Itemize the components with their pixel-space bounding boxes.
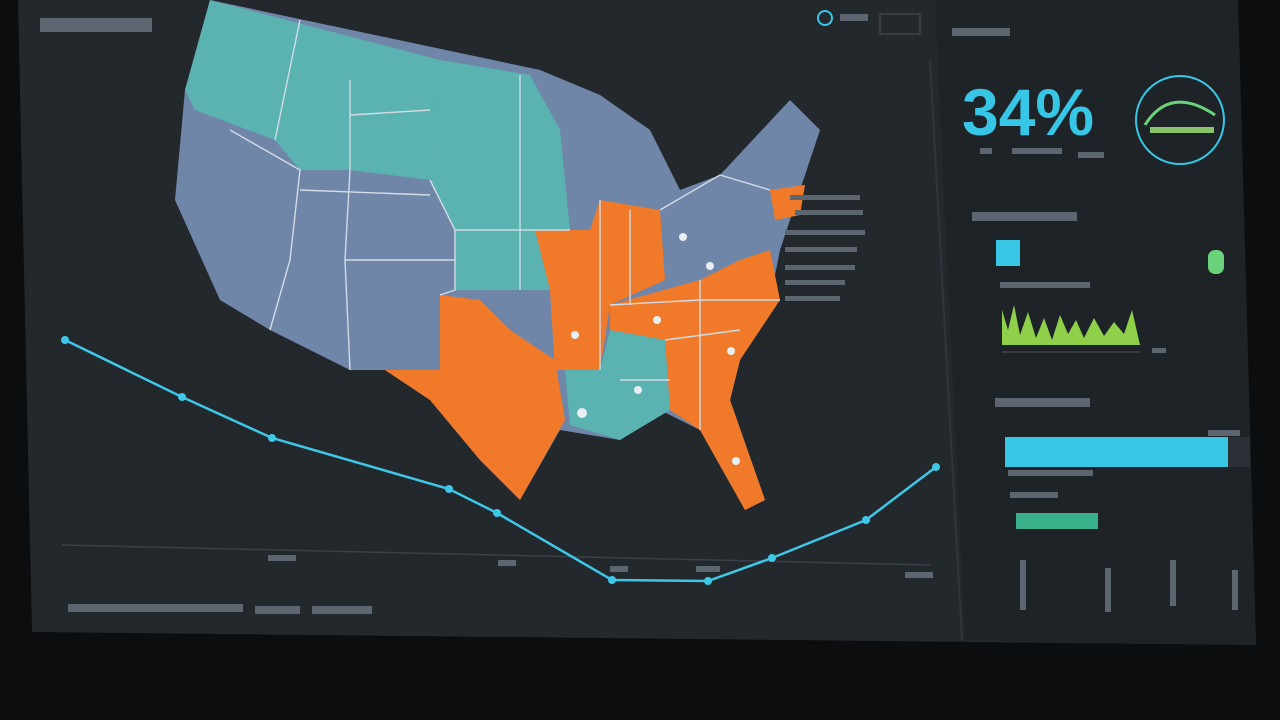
decoration [634, 386, 642, 394]
decoration [1232, 570, 1238, 610]
progress-bar [1005, 437, 1228, 467]
decoration [610, 566, 628, 572]
decoration [274, 19, 301, 141]
decoration [1078, 152, 1104, 158]
decoration [1105, 568, 1111, 612]
decoration [795, 210, 863, 215]
decoration [1010, 492, 1058, 498]
states-southeast [610, 250, 780, 510]
decoration [571, 331, 579, 339]
line [64, 338, 937, 583]
label-placeholder [840, 14, 868, 21]
decoration [178, 393, 186, 401]
decoration [732, 457, 740, 465]
divider [929, 59, 963, 641]
decoration [498, 560, 516, 566]
states-gulf [565, 330, 670, 440]
line-points [61, 336, 940, 585]
decoration [980, 148, 992, 154]
title-placeholder [40, 18, 152, 32]
label-placeholder [952, 28, 1010, 36]
decoration [1000, 282, 1090, 288]
decoration [696, 566, 720, 572]
decoration [1020, 560, 1238, 612]
decoration [653, 316, 661, 324]
decoration [664, 329, 741, 341]
decoration [1152, 348, 1166, 353]
decoration [785, 230, 865, 235]
decoration [1012, 148, 1062, 154]
decoration [785, 265, 855, 270]
sparkbars [1002, 305, 1140, 345]
activity-panel [972, 212, 1224, 353]
progress-panel [995, 398, 1250, 612]
decoration [493, 509, 501, 517]
kpi-panel: 34% [962, 75, 1225, 165]
decoration [1208, 250, 1224, 274]
trend-line [61, 336, 940, 614]
decoration [995, 398, 1090, 407]
state-borders [229, 19, 780, 430]
button[interactable] [879, 13, 921, 35]
map-markers [571, 233, 740, 465]
decoration [704, 577, 712, 585]
header-text [40, 10, 1010, 36]
gauge-arc [1143, 100, 1216, 126]
decoration [1016, 513, 1098, 529]
icon [817, 10, 833, 26]
decoration [608, 576, 616, 584]
decoration [268, 434, 276, 442]
decoration [577, 408, 587, 418]
axis-label-placeholders [68, 555, 933, 614]
states-northwest [185, 0, 440, 180]
decoration [972, 212, 1077, 221]
decoration [785, 296, 840, 301]
decoration [996, 240, 1020, 266]
kpi-value: 34% [962, 75, 1094, 149]
state-texas [385, 295, 565, 500]
decoration [255, 606, 300, 614]
decoration [679, 233, 687, 241]
decoration [1008, 470, 1093, 476]
decoration [932, 463, 940, 471]
decoration [1020, 560, 1026, 610]
decoration [659, 174, 771, 211]
decoration [344, 80, 351, 371]
decoration [706, 262, 714, 270]
states-plains [430, 60, 570, 290]
decoration [768, 554, 776, 562]
decoration [1150, 127, 1214, 133]
axis [61, 544, 931, 566]
decoration [727, 347, 735, 355]
decoration [790, 195, 860, 200]
decoration [862, 516, 870, 524]
decoration [785, 280, 845, 285]
decoration [312, 606, 372, 614]
decoration [1208, 430, 1240, 436]
us-map [175, 0, 865, 510]
decoration [68, 604, 243, 612]
decoration [61, 336, 69, 344]
gauge [1135, 75, 1225, 165]
map-label-placeholders [785, 195, 865, 301]
decoration [349, 109, 431, 116]
decoration [268, 555, 296, 561]
decoration [905, 572, 933, 578]
decoration [785, 247, 857, 252]
decoration [229, 129, 301, 331]
decoration [1170, 560, 1176, 606]
decoration [445, 485, 453, 493]
decoration [299, 189, 431, 196]
